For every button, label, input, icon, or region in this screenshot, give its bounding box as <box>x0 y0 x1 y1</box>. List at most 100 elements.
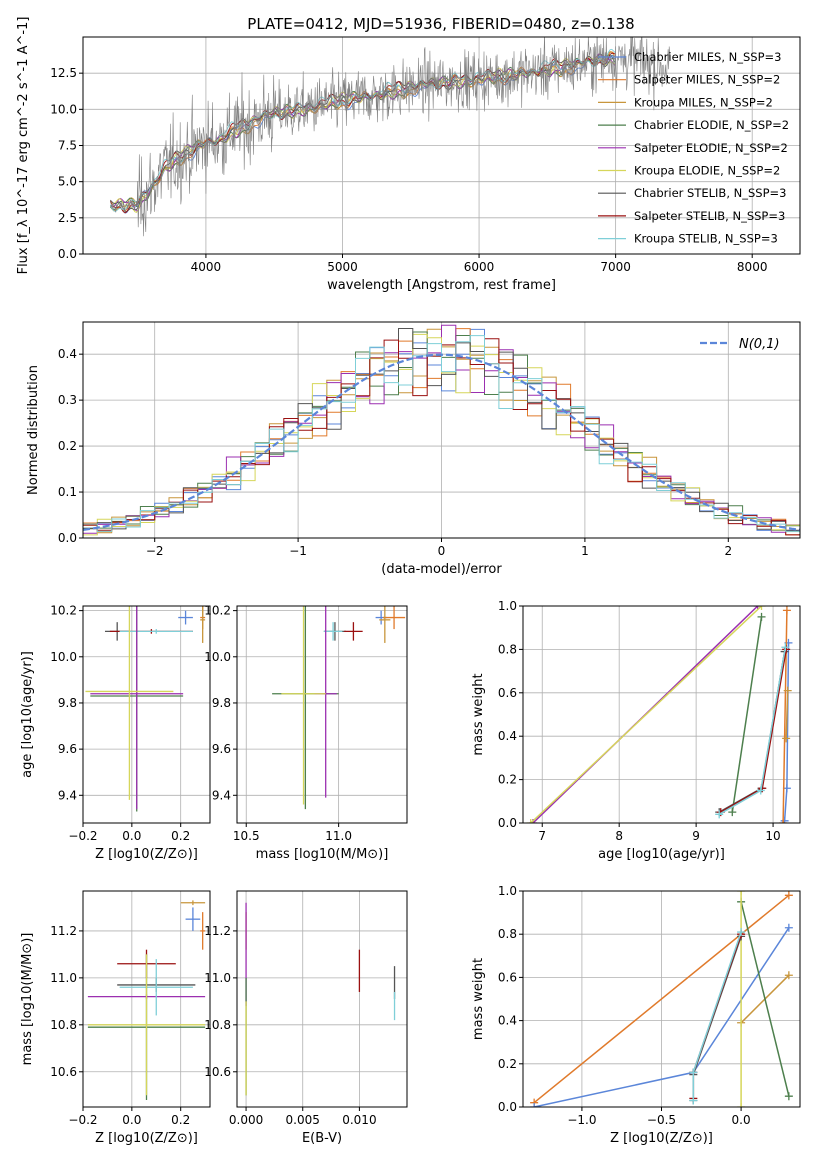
z-weight-panel: −1.0 −0.5 0.0 0.0 0.2 0.4 0.6 0.8 1.0 Z [log10(Z/… <box>471 884 801 1146</box>
errorbar-point <box>85 606 174 800</box>
legend-entry: Chabrier ELODIE, N_SSP=2 <box>634 118 789 132</box>
y-tick-label: 0.0 <box>498 1100 517 1114</box>
weight-point-marker <box>780 816 789 823</box>
mass-age-marks <box>272 606 406 810</box>
y-tick-label: 1.0 <box>498 884 517 898</box>
model-spectrum-line <box>109 53 616 211</box>
x-tick-label: −0.2 <box>68 1113 97 1127</box>
weight-point-marker <box>783 686 792 695</box>
weight-point-marker <box>784 923 793 932</box>
spectrum-panel: 4000 5000 6000 7000 8000 0.0 2.5 5.0 7.5 10.0 12.5… <box>16 17 801 293</box>
y-tick-label: 10.8 <box>50 1018 77 1032</box>
axes-frame <box>82 36 801 255</box>
x-tick-label: 6000 <box>464 260 495 274</box>
axes-frame <box>82 890 211 1108</box>
x-axis-label: mass [log10(M/M⊙)] <box>256 847 389 862</box>
y-tick-label: 0.0 <box>58 247 77 261</box>
weight-point-marker <box>737 928 746 937</box>
y-tick-label: 0.6 <box>498 970 517 984</box>
x-tick-label: 11.0 <box>325 829 352 843</box>
y-tick-label: 9.4 <box>212 788 231 802</box>
spectrum-legend: Chabrier MILES, N_SSP=3 Salpeter MILES, N… <box>598 50 789 246</box>
x-tick-label: 0 <box>438 544 446 558</box>
weight-point-marker <box>782 734 791 743</box>
errorbar-point <box>185 907 201 931</box>
x-tick-label: 0.0 <box>122 1113 141 1127</box>
errorbar-point <box>382 606 406 630</box>
x-tick-label: 7 <box>538 829 546 843</box>
x-tick-label: 9 <box>692 829 700 843</box>
observed-spectrum-line <box>110 37 671 237</box>
weight-point-marker <box>526 819 535 823</box>
y-tick-label: 11.0 <box>204 971 231 985</box>
residual-histogram <box>83 335 800 533</box>
y-tick-label: 0.4 <box>498 729 517 743</box>
x-tick-label: 0.000 <box>229 1113 263 1127</box>
y-tick-label: 10.2 <box>204 604 231 618</box>
errorbar-point <box>379 606 391 643</box>
weight-point-marker <box>756 786 765 795</box>
y-axis-label: mass weight <box>471 673 486 755</box>
x-axis-label: age [log10(age/yr)] <box>598 847 725 862</box>
x-tick-label: 0.2 <box>171 829 190 843</box>
x-axis-label: E(B-V) <box>302 1131 342 1146</box>
x-axis-label: Z [log10(Z/Z⊙)] <box>610 1131 713 1146</box>
y-tick-label: 10.0 <box>50 102 77 116</box>
legend-entry: Salpeter MILES, N_SSP=2 <box>634 73 780 87</box>
spectrum-marks <box>109 37 671 237</box>
x-tick-label: 5000 <box>327 260 358 274</box>
errorbar-point <box>90 606 184 810</box>
weight-point-marker <box>689 1068 698 1077</box>
y-tick-label: 10.0 <box>50 650 77 664</box>
axes-frame <box>82 321 801 539</box>
y-tick-label: 0.8 <box>498 642 517 656</box>
x-tick-label: 10.5 <box>233 829 260 843</box>
x-tick-label: 0.0 <box>122 829 141 843</box>
weight-series-line <box>785 690 789 739</box>
model-spectrum-line <box>109 52 616 214</box>
weight-series-line <box>740 901 790 1097</box>
x-tick-label: −0.5 <box>647 1113 676 1127</box>
x-tick-label: −0.2 <box>68 829 97 843</box>
y-tick-label: 2.5 <box>58 211 77 225</box>
y-tick-label: 10.8 <box>204 1018 231 1032</box>
residual-histogram <box>83 328 800 531</box>
weight-point-marker <box>784 891 793 900</box>
weight-point-marker <box>728 808 737 817</box>
y-tick-label: 0.4 <box>58 347 77 361</box>
age-weight-panel: 7 8 9 10 0.0 0.2 0.4 0.6 0.8 1.0 age [log10(age/yr… <box>471 599 801 862</box>
y-tick-label: 10.2 <box>50 604 77 618</box>
x-axis-label: (data-model)/error <box>381 562 502 577</box>
ebv-mass-panel: 0.000 0.005 0.010 10.6 10.8 11.0 11.2 E(B-V) <box>204 890 408 1146</box>
mass-age-panel: 10.5 11.0 9.4 9.6 9.8 10.0 10.2 mass [log10(M/M… <box>204 604 408 862</box>
y-tick-label: 0.3 <box>58 393 77 407</box>
residuals-marks <box>83 324 800 536</box>
x-tick-label: 8000 <box>737 260 768 274</box>
axes-frame <box>236 890 408 1108</box>
x-tick-label: 0.0 <box>732 1113 751 1127</box>
errorbar-point <box>200 606 206 643</box>
y-tick-label: 0.6 <box>498 686 517 700</box>
weight-series-line <box>533 894 790 1104</box>
y-tick-label: 0.2 <box>58 439 77 453</box>
y-tick-label: 0.0 <box>498 816 517 830</box>
legend-entry: N(0,1) <box>739 337 780 352</box>
axes-frame <box>236 605 408 824</box>
y-axis-label: Normed distribution <box>26 365 41 495</box>
normal-reference-curve <box>83 353 800 531</box>
z-age-marks <box>85 606 206 812</box>
y-tick-label: 9.8 <box>58 696 77 710</box>
x-tick-label: 0.005 <box>286 1113 320 1127</box>
y-tick-label: 10.6 <box>204 1065 231 1079</box>
x-axis-label: Z [log10(Z/Z⊙)] <box>95 847 198 862</box>
weight-point-marker <box>784 971 793 980</box>
weight-point-marker <box>737 891 746 895</box>
x-tick-label: 2 <box>724 544 732 558</box>
weight-point-marker <box>781 643 790 652</box>
z-weight-marks <box>530 891 793 1107</box>
age-weight-marks <box>526 606 793 823</box>
errorbar-point <box>119 629 193 634</box>
y-tick-label: 10.6 <box>50 1065 77 1079</box>
y-tick-label: 9.4 <box>58 788 77 802</box>
